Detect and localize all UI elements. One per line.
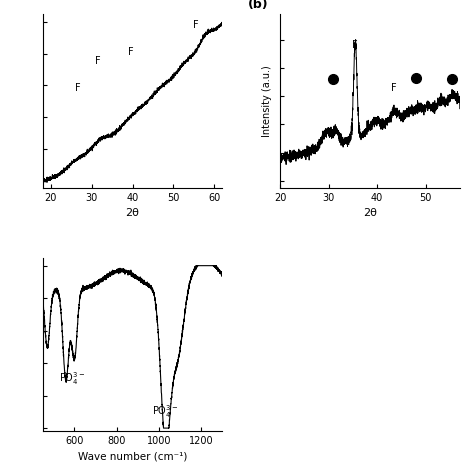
Text: F: F (128, 47, 133, 57)
Text: F: F (193, 20, 199, 30)
Text: F: F (353, 39, 358, 50)
Y-axis label: Intensity (a.u.): Intensity (a.u.) (262, 65, 273, 137)
X-axis label: Wave number (cm⁻¹): Wave number (cm⁻¹) (78, 452, 187, 462)
X-axis label: 2θ: 2θ (126, 209, 139, 219)
Text: PO$_4^{3-}$: PO$_4^{3-}$ (152, 403, 179, 420)
Text: F: F (392, 83, 397, 93)
Text: F: F (74, 83, 80, 93)
Text: (b): (b) (247, 0, 268, 11)
X-axis label: 2θ: 2θ (363, 209, 377, 219)
Text: F: F (95, 56, 100, 66)
Text: PO$_4^{3-}$: PO$_4^{3-}$ (59, 371, 85, 387)
